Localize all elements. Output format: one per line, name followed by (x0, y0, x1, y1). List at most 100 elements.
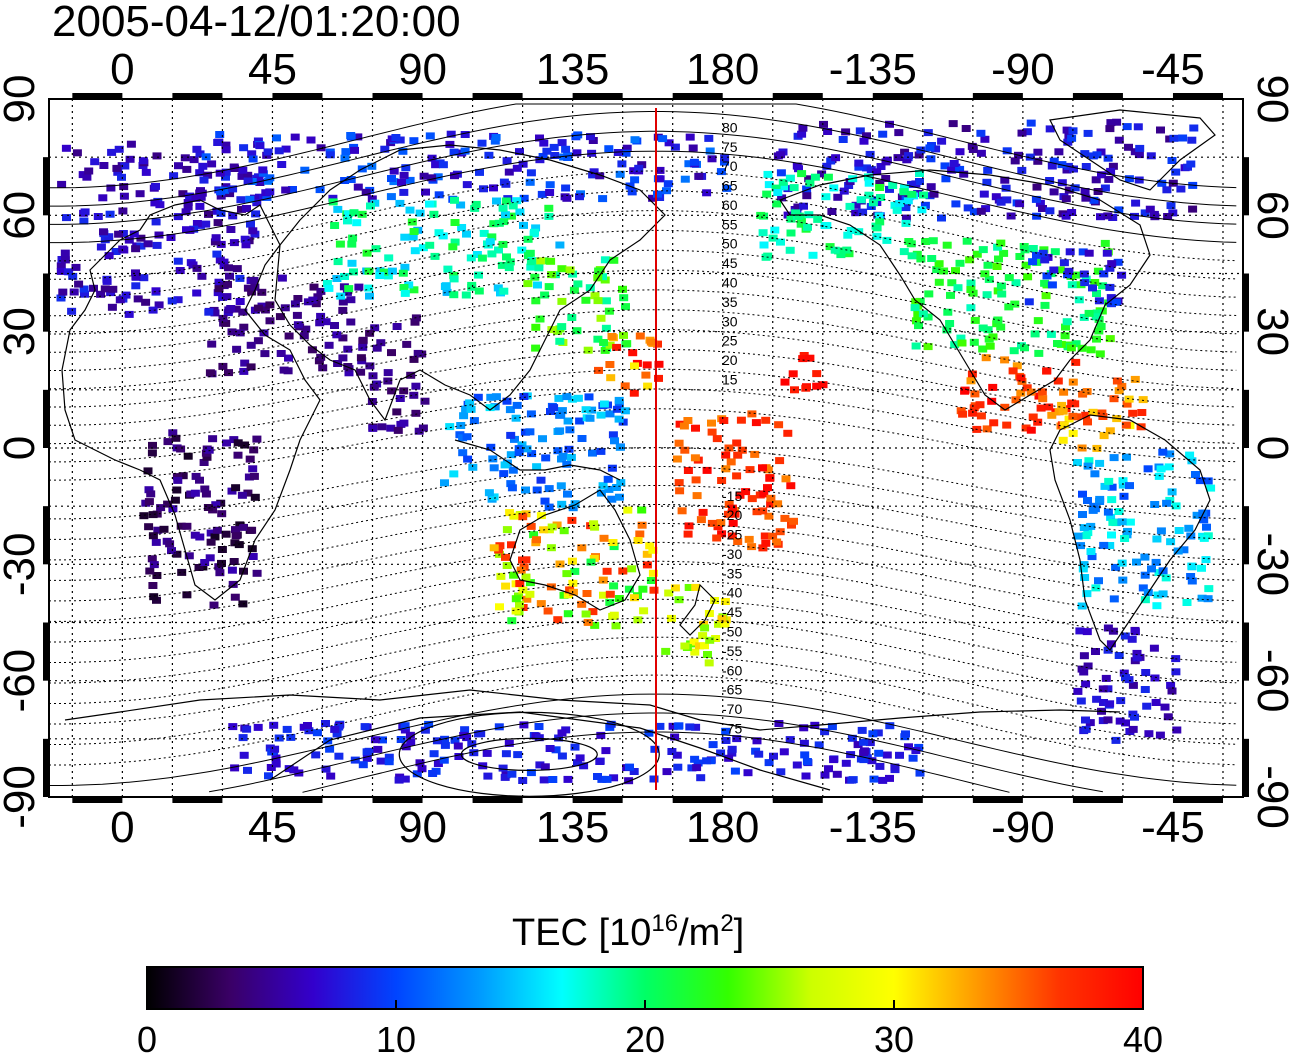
timestamp-title: 2005-04-12/01:20:00 (52, 0, 461, 46)
tec-pixel (752, 737, 762, 745)
colorbar-tick-label: 0 (137, 1019, 157, 1057)
tec-pixel (206, 529, 216, 537)
tec-pixel (246, 341, 256, 349)
mlat-label: 70 (722, 158, 738, 174)
tec-pixel (691, 424, 700, 432)
tec-pixel (410, 318, 420, 326)
tec-pixel (417, 765, 427, 773)
tec-pixel (215, 569, 225, 577)
tec-pixel (204, 210, 213, 218)
tec-pixel (680, 175, 690, 183)
tec-pixel (641, 371, 651, 379)
tec-pixel (284, 332, 294, 340)
tec-pixel (805, 179, 815, 187)
tec-pixel (646, 338, 656, 346)
tec-pixel (914, 322, 923, 330)
tec-pixel (814, 741, 824, 749)
tec-pixel (543, 607, 553, 615)
tec-pixel (536, 512, 546, 520)
tec-pixel (462, 433, 472, 441)
tec-pixel (253, 304, 263, 312)
tec-pixel (215, 169, 225, 177)
tec-pixel (80, 290, 89, 298)
tec-pixel (582, 590, 592, 597)
tec-pixel (794, 165, 803, 173)
tec-pixel (152, 241, 162, 249)
tec-pixel (785, 174, 795, 182)
tec-pixel (1187, 457, 1197, 465)
tec-pixel (517, 246, 527, 254)
tec-pixel (727, 504, 737, 512)
tec-pixel (721, 737, 731, 744)
right-lat-label: 0 (1248, 436, 1292, 460)
mlat-label: -30 (722, 546, 742, 562)
tec-pixel (1021, 261, 1031, 269)
tec-pixel (411, 409, 421, 417)
tec-pixel (743, 769, 753, 777)
tec-pixel (695, 642, 704, 650)
mlat-contour (49, 170, 1237, 262)
tec-pixel (468, 463, 478, 471)
tec-pixel (736, 416, 746, 424)
tec-pixel (511, 595, 521, 603)
tec-pixel (1080, 188, 1090, 195)
tec-pixel (940, 162, 950, 170)
tec-pixel (1105, 427, 1115, 435)
tec-pixel (549, 143, 559, 151)
tec-pixel (776, 238, 785, 246)
tec-pixel (277, 161, 287, 168)
tec-pixel (533, 281, 542, 289)
tec-pixel (615, 443, 625, 451)
tec-pixel (357, 210, 367, 218)
tec-pixel (1026, 388, 1036, 396)
tec-pixel (144, 523, 154, 531)
tec-pixel (1058, 436, 1068, 444)
tec-pixel (221, 530, 231, 538)
tec-pixel (535, 761, 545, 769)
tec-pixel (243, 766, 252, 774)
tec-pixel (1033, 418, 1043, 426)
tec-pixel (367, 162, 377, 170)
tec-pixel (1151, 699, 1161, 706)
tec-pixel (449, 291, 459, 299)
tec-pixel (409, 228, 419, 235)
tec-pixel (913, 310, 923, 318)
tec-pixel (1121, 674, 1130, 682)
tec-pixel (218, 314, 228, 322)
axis-bar-left (43, 273, 49, 332)
tec-pixel (911, 342, 921, 350)
tec-pixel (1103, 508, 1113, 516)
tec-pixel (539, 776, 549, 784)
tec-pixel (199, 459, 209, 466)
tec-pixel (961, 125, 971, 132)
tec-pixel (107, 148, 117, 156)
tec-pixel (475, 168, 484, 176)
tec-pixel (1085, 719, 1095, 727)
tec-pixel (983, 166, 993, 174)
tec-pixel (338, 298, 348, 306)
tec-pixel (508, 202, 518, 210)
tec-pixel (432, 737, 442, 745)
tec-pixel (147, 449, 157, 457)
tec-pixel (1053, 340, 1062, 347)
tec-pixel (420, 397, 430, 405)
tec-pixel (546, 544, 556, 552)
tec-pixel (420, 726, 430, 734)
tec-pixel (376, 339, 386, 347)
tec-pixel (1152, 535, 1162, 543)
mlat-label: -40 (722, 585, 742, 601)
tec-pixel (1202, 523, 1211, 531)
tec-pixel (988, 383, 998, 391)
tec-pixel (507, 541, 516, 549)
tec-pixel (364, 284, 374, 292)
tec-pixel (205, 369, 215, 377)
tec-pixel (911, 298, 921, 306)
tec-pixel (1022, 128, 1032, 136)
tec-pixel (58, 288, 68, 296)
tec-pixel (966, 304, 976, 312)
tec-pixel (1060, 332, 1070, 340)
tec-pixel (960, 387, 970, 395)
tec-pixel (500, 211, 510, 219)
tec-pixel (707, 519, 717, 527)
tec-pixel (1203, 477, 1213, 485)
